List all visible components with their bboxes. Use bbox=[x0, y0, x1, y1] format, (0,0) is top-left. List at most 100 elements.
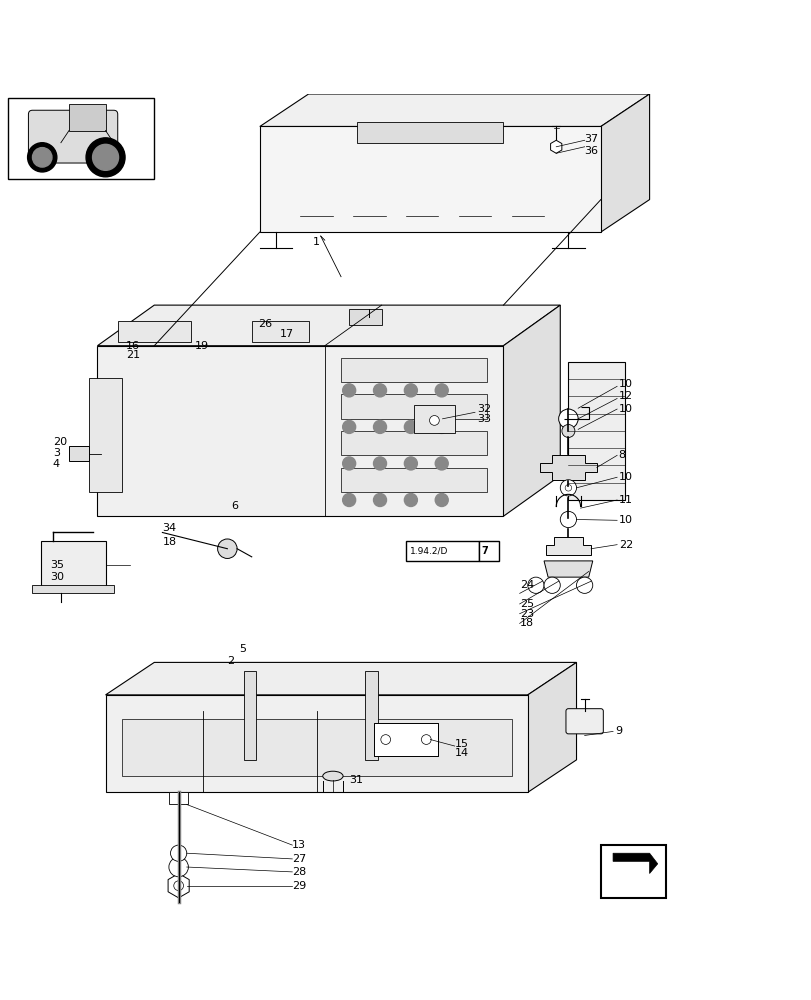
Bar bbox=[105, 695, 527, 792]
Circle shape bbox=[373, 457, 386, 470]
Bar bbox=[373, 723, 438, 756]
Circle shape bbox=[169, 857, 188, 877]
Bar bbox=[118, 321, 191, 342]
Circle shape bbox=[342, 494, 355, 506]
Text: 23: 23 bbox=[519, 609, 533, 619]
Circle shape bbox=[558, 409, 577, 429]
Bar bbox=[349, 309, 381, 325]
Bar bbox=[243, 671, 255, 760]
Bar bbox=[365, 671, 377, 760]
Text: 13: 13 bbox=[292, 840, 306, 850]
Text: 27: 27 bbox=[292, 854, 307, 864]
Circle shape bbox=[92, 144, 118, 170]
Text: 24: 24 bbox=[519, 580, 534, 590]
Polygon shape bbox=[600, 94, 649, 232]
Text: 37: 37 bbox=[584, 134, 598, 144]
Bar bbox=[69, 104, 105, 131]
Polygon shape bbox=[105, 662, 576, 695]
Polygon shape bbox=[545, 537, 590, 555]
Text: 31: 31 bbox=[349, 775, 363, 785]
Bar bbox=[32, 585, 114, 593]
Circle shape bbox=[373, 420, 386, 433]
Polygon shape bbox=[341, 394, 487, 419]
Bar bbox=[251, 321, 308, 342]
Circle shape bbox=[28, 143, 57, 172]
Polygon shape bbox=[260, 94, 649, 126]
FancyBboxPatch shape bbox=[28, 110, 118, 163]
Circle shape bbox=[560, 480, 576, 496]
Text: 18: 18 bbox=[519, 618, 533, 628]
Text: 18: 18 bbox=[162, 537, 176, 547]
Polygon shape bbox=[527, 662, 576, 792]
Bar bbox=[357, 122, 503, 143]
Polygon shape bbox=[539, 455, 596, 480]
Circle shape bbox=[435, 494, 448, 506]
Text: 7: 7 bbox=[481, 546, 488, 556]
Text: 28: 28 bbox=[292, 867, 307, 877]
Circle shape bbox=[174, 881, 183, 891]
Bar bbox=[122, 719, 511, 776]
Text: 4: 4 bbox=[53, 459, 60, 469]
Text: 35: 35 bbox=[50, 560, 64, 570]
Circle shape bbox=[404, 384, 417, 397]
Polygon shape bbox=[503, 305, 560, 516]
FancyBboxPatch shape bbox=[565, 709, 603, 734]
Circle shape bbox=[342, 457, 355, 470]
Text: 26: 26 bbox=[258, 319, 272, 329]
Circle shape bbox=[404, 457, 417, 470]
Bar bbox=[373, 723, 438, 756]
Polygon shape bbox=[341, 468, 487, 492]
Text: 10: 10 bbox=[618, 404, 632, 414]
Text: 19: 19 bbox=[195, 341, 208, 351]
Circle shape bbox=[560, 511, 576, 528]
Text: 10: 10 bbox=[618, 379, 632, 389]
Text: 3: 3 bbox=[53, 448, 60, 458]
Circle shape bbox=[32, 148, 52, 167]
Text: 2: 2 bbox=[227, 656, 234, 666]
Circle shape bbox=[561, 424, 574, 437]
Text: 25: 25 bbox=[519, 599, 533, 609]
Circle shape bbox=[404, 420, 417, 433]
Bar bbox=[414, 405, 454, 433]
Text: 34: 34 bbox=[162, 523, 176, 533]
Text: 14: 14 bbox=[454, 748, 468, 758]
Circle shape bbox=[435, 420, 448, 433]
Bar bbox=[406, 541, 478, 561]
Text: 17: 17 bbox=[280, 329, 294, 339]
Bar bbox=[69, 446, 89, 461]
Text: 11: 11 bbox=[618, 495, 632, 505]
Polygon shape bbox=[612, 853, 657, 874]
Circle shape bbox=[404, 494, 417, 506]
Circle shape bbox=[576, 577, 592, 593]
Circle shape bbox=[429, 416, 439, 425]
Text: 12: 12 bbox=[618, 391, 632, 401]
Text: 1: 1 bbox=[312, 237, 320, 247]
Text: 1.94.2/D: 1.94.2/D bbox=[410, 546, 448, 555]
Text: 29: 29 bbox=[292, 881, 307, 891]
Circle shape bbox=[86, 138, 125, 177]
Bar bbox=[260, 126, 600, 232]
Text: 10: 10 bbox=[618, 472, 632, 482]
Bar bbox=[89, 378, 122, 492]
Bar bbox=[478, 541, 499, 561]
Text: 15: 15 bbox=[454, 739, 468, 749]
Circle shape bbox=[373, 494, 386, 506]
Bar bbox=[600, 845, 665, 898]
Ellipse shape bbox=[322, 771, 342, 781]
Text: 9: 9 bbox=[615, 726, 622, 736]
Text: 20: 20 bbox=[53, 437, 67, 447]
Circle shape bbox=[543, 577, 560, 593]
Circle shape bbox=[564, 485, 571, 491]
Text: 33: 33 bbox=[477, 414, 491, 424]
Circle shape bbox=[342, 420, 355, 433]
Text: 5: 5 bbox=[239, 644, 247, 654]
Text: 6: 6 bbox=[231, 501, 238, 511]
Text: 30: 30 bbox=[50, 572, 64, 582]
Circle shape bbox=[527, 577, 543, 593]
Text: 36: 36 bbox=[584, 146, 598, 156]
Polygon shape bbox=[97, 305, 560, 346]
Circle shape bbox=[435, 457, 448, 470]
Bar bbox=[8, 98, 154, 179]
Circle shape bbox=[342, 384, 355, 397]
Polygon shape bbox=[341, 431, 487, 455]
